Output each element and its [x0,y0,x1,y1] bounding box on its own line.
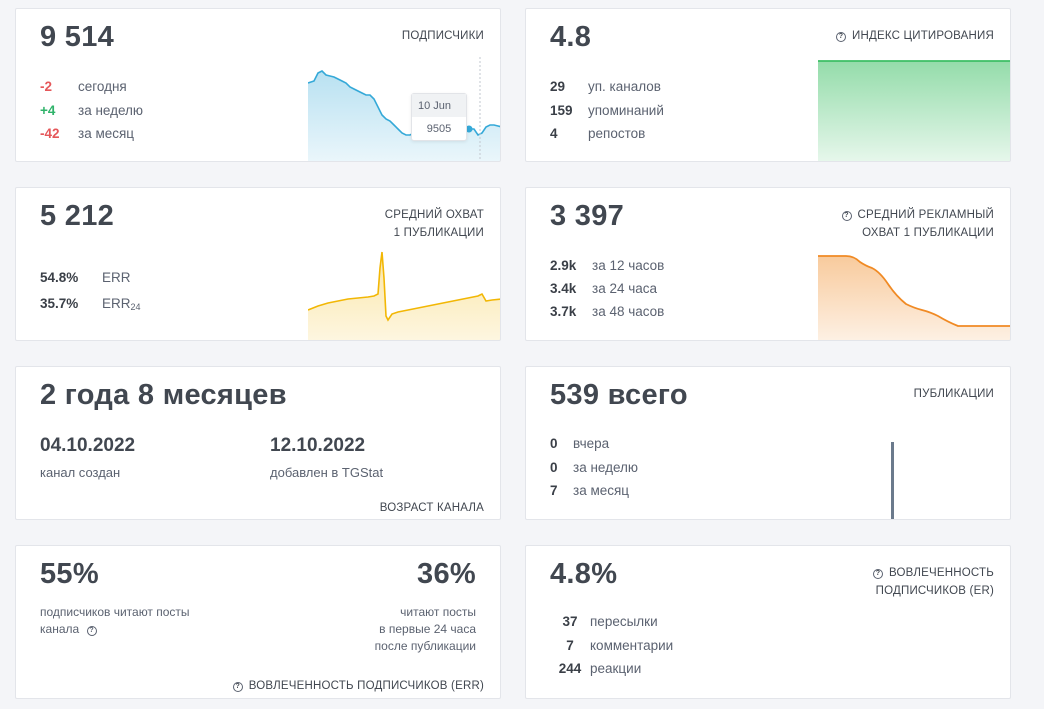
err-footer: ? ВОВЛЕЧЕННОСТЬ ПОДПИСЧИКОВ (ERR) [232,677,484,695]
reach-value: 5 212 [40,200,115,232]
posts-row-month: 7 за месяц [550,483,630,498]
err-left-text: подписчиков читают посты канала ? [40,605,190,636]
er-card[interactable]: 4.8% ? ВОВЛЕЧЕННОСТЬ ПОДПИСЧИКОВ (ER) 37 … [525,545,1011,699]
reach-card[interactable]: 5 212 СРЕДНИЙ ОХВАТ 1 ПУБЛИКАЦИИ 54.8% E… [15,187,501,341]
citation-sparkline[interactable] [818,49,1011,162]
subscribers-title: ПОДПИСЧИКИ [401,30,484,42]
created-date: 04.10.2022 [40,435,136,456]
citation-row-channels: 29 уп. каналов [550,79,661,94]
subscribers-sparkline[interactable] [308,49,501,162]
err-card[interactable]: 55% подписчиков читают посты канала ? 36… [15,545,501,699]
err-right-value: 36% [417,558,476,590]
citation-title: ? ИНДЕКС ЦИТИРОВАНИЯ [836,27,994,45]
subscribers-row-month: -42 за месяц [40,126,135,141]
posts-title: ПУБЛИКАЦИИ [913,388,994,400]
subscribers-card[interactable]: 9 514 ПОДПИСЧИКИ -2 сегодня +4 за неделю… [15,8,501,162]
citation-index-value: 4.8 [550,21,592,53]
posts-row-yesterday: 0 вчера [550,436,610,451]
subscribers-tooltip: 10 Jun 9505 [411,93,467,141]
ad-reach-row-24h: 3.4k за 24 часа [550,281,658,296]
subscribers-hover-point [465,125,473,133]
ad-reach-row-48h: 3.7k за 48 часов [550,304,665,319]
posts-card[interactable]: 539 всего ПУБЛИКАЦИИ 0 вчера 0 за неделю… [525,366,1011,520]
ad-reach-row-12h: 2.9k за 12 часов [550,258,665,273]
ad-reach-title: ? СРЕДНИЙ РЕКЛАМНЫЙ ОХВАТ 1 ПУБЛИКАЦИИ [841,206,994,242]
subscribers-count: 9 514 [40,21,115,53]
question-icon[interactable]: ? [841,211,852,221]
er-row-comments: 7 комментарии [566,638,674,653]
ad-reach-card[interactable]: 3 397 ? СРЕДНИЙ РЕКЛАМНЫЙ ОХВАТ 1 ПУБЛИКА… [525,187,1011,341]
subscribers-row-today: -2 сегодня [40,79,127,94]
citation-row-reposts: 4 репостов [550,126,646,141]
added-label: добавлен в TGStat [270,465,384,480]
age-value: 2 года 8 месяцев [40,379,287,411]
age-title: ВОЗРАСТ КАНАЛА [379,502,484,514]
reach-row-err: 54.8% ERR [40,270,131,285]
question-icon[interactable]: ? [86,626,97,636]
er-row-forwards: 37 пересылки [562,614,658,629]
citation-card[interactable]: 4.8 ? ИНДЕКС ЦИТИРОВАНИЯ 29 уп. каналов 1… [525,8,1011,162]
created-label: канал создан [40,465,121,480]
posts-bar-chart[interactable] [818,407,1011,520]
question-icon[interactable]: ? [873,569,884,579]
posts-value: 539 всего [550,379,688,411]
question-icon[interactable]: ? [836,32,847,42]
reach-sparkline[interactable] [308,228,501,341]
er-value: 4.8% [550,558,618,590]
er-row-reactions: 244 реакции [558,661,642,676]
citation-row-mentions: 159 упоминаний [550,103,664,118]
subscribers-row-week: +4 за неделю [40,103,144,118]
reach-title: СРЕДНИЙ ОХВАТ 1 ПУБЛИКАЦИИ [384,209,484,239]
age-card[interactable]: 2 года 8 месяцев 04.10.2022 канал создан… [15,366,501,520]
err-right-text: читают посты в первые 24 часа после публ… [374,605,476,653]
posts-row-week: 0 за неделю [550,460,639,475]
err-left-value: 55% [40,558,99,590]
posts-bar [891,442,894,519]
added-date: 12.10.2022 [270,435,366,456]
reach-row-err24: 35.7% ERR 24 [40,296,141,312]
ad-reach-value: 3 397 [550,200,625,232]
question-icon[interactable]: ? [232,682,243,692]
ad-reach-sparkline[interactable] [818,228,1011,341]
er-title: ? ВОВЛЕЧЕННОСТЬ ПОДПИСЧИКОВ (ER) [873,564,994,600]
